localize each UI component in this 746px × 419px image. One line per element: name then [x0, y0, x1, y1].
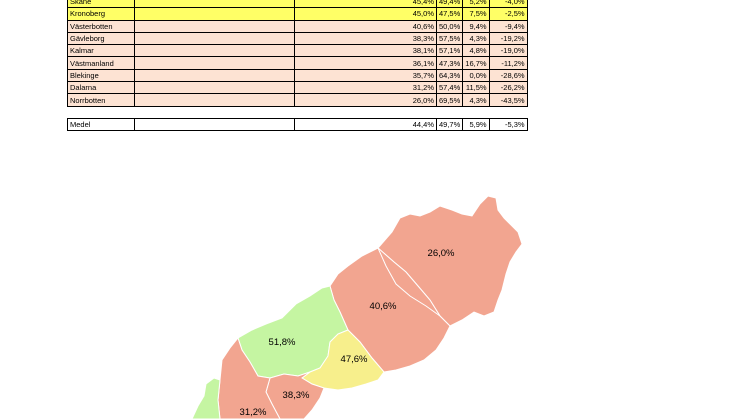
blank-cell — [134, 31, 295, 46]
percent-cell: 38,1% — [294, 44, 437, 58]
percent-cell: 45,0% — [294, 7, 437, 21]
region-cell: Gävleborg — [67, 31, 135, 46]
table-row: Blekinge 35,7% 64,3% 0,0% -28,6% — [67, 68, 528, 83]
table-row: Medel 44,4% 49,7% 5,9% -5,3% — [67, 117, 528, 131]
blank-cell — [134, 117, 295, 131]
map-border-line — [377, 247, 441, 317]
difference-cell: -9,4% — [488, 19, 528, 33]
region-cell: Norrbotten — [67, 93, 135, 107]
percent-cell: 64,3% — [435, 68, 464, 83]
percent-cell: 35,7% — [294, 68, 437, 83]
difference-cell: -28,6% — [488, 68, 528, 83]
blank-cell — [134, 93, 295, 107]
percent-cell: 44,4% — [294, 117, 437, 131]
blank-cell — [134, 44, 295, 58]
percent-cell: 57,5% — [435, 31, 464, 46]
percent-cell: 11,5% — [462, 81, 490, 95]
region-cell: Västerbotten — [67, 19, 135, 33]
percent-cell: 9,4% — [462, 19, 490, 33]
label-gavleborg: 38,3% — [283, 390, 310, 401]
table-row: Dalarna 31,2% 57,4% 11,5% -26,2% — [67, 81, 528, 95]
label-vasternorrland: 47,6% — [341, 354, 368, 365]
difference-cell: -19,2% — [488, 31, 528, 46]
percent-cell: 38,3% — [294, 31, 437, 46]
table-row: Norrbotten 26,0% 69,5% 4,3% -43,5% — [67, 93, 528, 107]
percent-cell: 26,0% — [294, 93, 437, 107]
percent-cell: 69,5% — [435, 93, 464, 107]
percent-cell: 4,3% — [462, 31, 490, 46]
table-row: Västerbotten 40,6% 50,0% 9,4% -9,4% — [67, 19, 528, 33]
percent-cell: 5,9% — [462, 117, 490, 131]
blank-cell — [134, 19, 295, 33]
table-row: Kalmar 38,1% 57,1% 4,8% -19,0% — [67, 44, 528, 58]
percent-cell: 57,1% — [435, 44, 464, 58]
difference-cell: -43,5% — [488, 93, 528, 107]
region-cell: Kalmar — [67, 44, 135, 58]
table-spacer — [67, 106, 528, 119]
percent-cell: 4,3% — [462, 93, 490, 107]
percent-cell: 57,4% — [435, 81, 464, 95]
region-cell: Medel — [67, 117, 135, 131]
label-dalarna: 31,2% — [240, 407, 267, 418]
percent-cell: 49,7% — [435, 117, 464, 131]
blank-cell — [134, 68, 295, 83]
label-norrbotten: 26,0% — [428, 248, 455, 259]
percent-cell: 4,8% — [462, 44, 490, 58]
results-table: Skåne 45,4% 49,4% 5,2% -4,0% Kronoberg 45,0% 47… — [67, 0, 528, 131]
difference-cell: -19,0% — [488, 44, 528, 58]
label-vasterbotten: 40,6% — [370, 301, 397, 312]
percent-cell: 50,0% — [435, 19, 464, 33]
difference-cell: -5,3% — [488, 117, 528, 131]
table-row: Gävleborg 38,3% 57,5% 4,3% -19,2% — [67, 31, 528, 46]
region-varmland — [191, 377, 221, 419]
percent-cell: 7,5% — [462, 7, 490, 21]
percent-cell: 47,3% — [435, 56, 464, 70]
blank-cell — [134, 7, 295, 21]
label-jamtland: 51,8% — [269, 337, 296, 348]
